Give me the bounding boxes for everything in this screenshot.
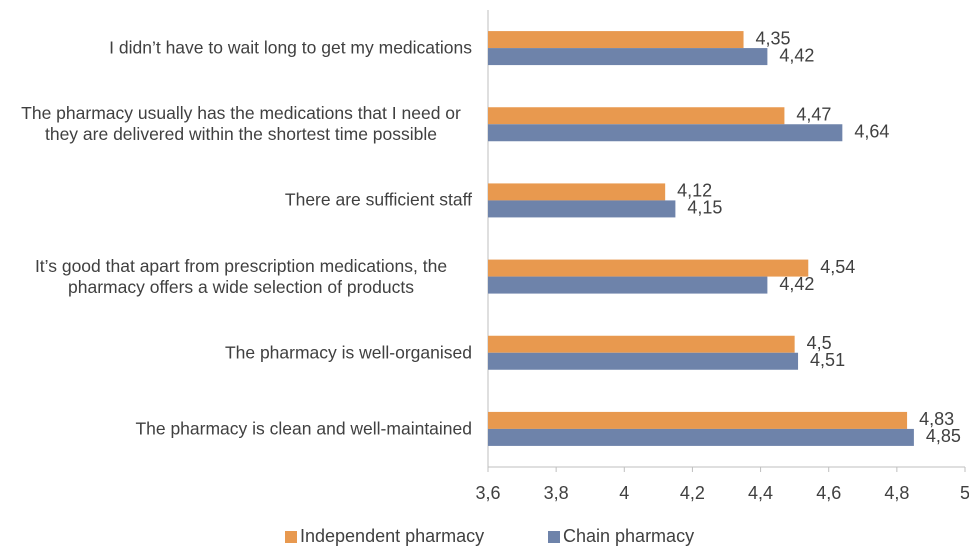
x-tick-label: 4,4 bbox=[748, 483, 773, 503]
data-label: 4,15 bbox=[687, 198, 722, 218]
bar bbox=[488, 411, 908, 429]
bar bbox=[488, 428, 914, 446]
y-tick-label: There are sufficient staff bbox=[284, 189, 472, 210]
category-label-box: The pharmacy is clean and well-maintaine… bbox=[0, 418, 472, 439]
bar bbox=[488, 276, 768, 294]
legend-label: Independent pharmacy bbox=[300, 526, 484, 546]
data-label: 4,83 bbox=[919, 409, 954, 429]
legend-swatch bbox=[548, 531, 560, 543]
data-label: 4,5 bbox=[807, 333, 832, 353]
bar bbox=[488, 352, 799, 370]
bar bbox=[488, 335, 795, 353]
x-tick-label: 5 bbox=[960, 483, 969, 503]
data-label: 4,42 bbox=[779, 45, 814, 65]
y-tick-label: The pharmacy usually has the medications… bbox=[21, 103, 461, 145]
y-tick-label: The pharmacy is well-organised bbox=[224, 342, 472, 363]
y-tick-label: I didn’t have to wait long to get my med… bbox=[109, 37, 472, 58]
bar bbox=[488, 124, 843, 142]
legend-swatch bbox=[285, 531, 297, 543]
data-label: 4,64 bbox=[854, 122, 889, 142]
legend-label: Chain pharmacy bbox=[563, 526, 694, 546]
x-tick-label: 4,2 bbox=[680, 483, 705, 503]
data-label: 4,54 bbox=[820, 257, 855, 277]
category-label-box: I didn’t have to wait long to get my med… bbox=[0, 38, 472, 59]
x-tick-label: 3,8 bbox=[544, 483, 569, 503]
x-tick-label: 4,8 bbox=[884, 483, 909, 503]
data-label: 4,42 bbox=[779, 274, 814, 294]
category-label-box: It’s good that apart from prescription m… bbox=[0, 256, 472, 298]
bar bbox=[488, 183, 666, 201]
x-tick-label: 3,6 bbox=[475, 483, 500, 503]
data-label: 4,35 bbox=[756, 28, 791, 48]
data-label: 4,85 bbox=[926, 426, 961, 446]
bar bbox=[488, 259, 809, 277]
bar bbox=[488, 31, 744, 49]
data-label: 4,51 bbox=[810, 350, 845, 370]
y-tick-label: The pharmacy is clean and well-maintaine… bbox=[135, 418, 472, 439]
category-label-box: The pharmacy is well-organised bbox=[0, 342, 472, 363]
bar bbox=[488, 200, 676, 218]
x-tick-label: 4,6 bbox=[816, 483, 841, 503]
y-tick-label: It’s good that apart from prescription m… bbox=[34, 255, 448, 297]
data-label: 4,12 bbox=[677, 181, 712, 201]
x-tick-label: 4 bbox=[619, 483, 629, 503]
bar bbox=[488, 48, 768, 66]
bar bbox=[488, 107, 785, 125]
category-label-box: There are sufficient staff bbox=[0, 190, 472, 211]
data-label: 4,47 bbox=[796, 105, 831, 125]
category-label-box: The pharmacy usually has the medications… bbox=[0, 103, 472, 145]
